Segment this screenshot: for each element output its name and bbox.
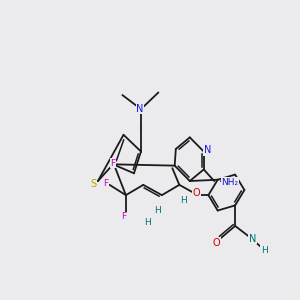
Text: H: H: [261, 246, 268, 255]
Text: F: F: [110, 158, 116, 167]
Text: S: S: [90, 178, 96, 189]
Text: O: O: [213, 238, 220, 248]
Text: O: O: [193, 188, 201, 198]
Text: NH₂: NH₂: [221, 178, 238, 187]
Text: N: N: [136, 103, 143, 113]
Text: H: H: [154, 206, 160, 215]
Text: H: H: [181, 196, 188, 205]
Text: N: N: [203, 145, 211, 155]
Text: H: H: [145, 218, 151, 226]
Text: N: N: [249, 234, 256, 244]
Text: F: F: [121, 212, 126, 221]
Text: F: F: [103, 179, 109, 188]
